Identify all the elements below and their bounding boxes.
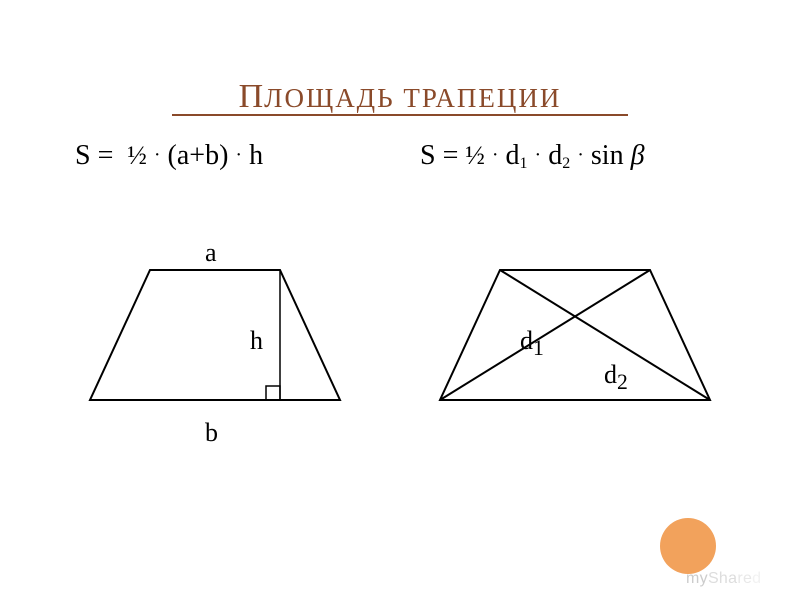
formula-dot: · <box>492 144 499 166</box>
watermark-part: d <box>752 570 761 587</box>
label-d1-sub: 1 <box>533 336 544 360</box>
formula-half: ½ <box>465 141 485 170</box>
formula-dot-2: · <box>235 144 242 166</box>
formula-d2: d <box>548 140 562 171</box>
slide-title: ПЛОЩАДЬ ТРАПЕЦИИ <box>0 78 800 116</box>
formula-area-bases-height: S = ½ · (a+b) · h <box>75 140 263 172</box>
accent-circle-icon <box>660 518 716 574</box>
formula-ab: (a+b) <box>168 140 229 171</box>
formula-half: ½ <box>127 141 147 170</box>
label-d1: d1 <box>520 326 544 361</box>
formula-dot: · <box>154 144 161 166</box>
formula-S: S <box>420 140 436 171</box>
trapezoid-diagonals-diagram <box>430 260 730 420</box>
title-first-letter: П <box>239 78 265 115</box>
formula-sub2: 2 <box>562 155 570 172</box>
title-underline <box>172 114 628 116</box>
label-d2: d2 <box>604 360 628 395</box>
label-h: h <box>250 326 263 356</box>
formula-dot-3: · <box>577 144 584 166</box>
watermark-part: my <box>686 570 708 587</box>
formula-h: h <box>249 140 263 171</box>
watermark: myShared <box>686 570 761 588</box>
formula-sin: sin <box>591 140 624 171</box>
formula-d1: d <box>506 140 520 171</box>
label-a: a <box>205 238 217 268</box>
formula-eq: = <box>91 140 121 171</box>
label-d2-text: d <box>604 360 617 389</box>
formula-sub1: 1 <box>520 155 528 172</box>
label-d1-text: d <box>520 326 533 355</box>
label-d2-sub: 2 <box>617 370 628 394</box>
trapezoid-height-diagram <box>70 250 360 430</box>
formula-area-diagonals: S = ½ · d1 · d2 · sin β <box>420 140 645 172</box>
title-rest: ЛОЩАДЬ ТРАПЕЦИИ <box>264 83 561 113</box>
label-b: b <box>205 418 218 448</box>
watermark-part: re <box>737 570 752 587</box>
formula-dot-2: · <box>535 144 542 166</box>
formula-eq: = <box>436 140 466 171</box>
watermark-part: Sha <box>708 570 737 587</box>
formula-S: S <box>75 140 91 171</box>
formula-beta: β <box>631 140 645 171</box>
